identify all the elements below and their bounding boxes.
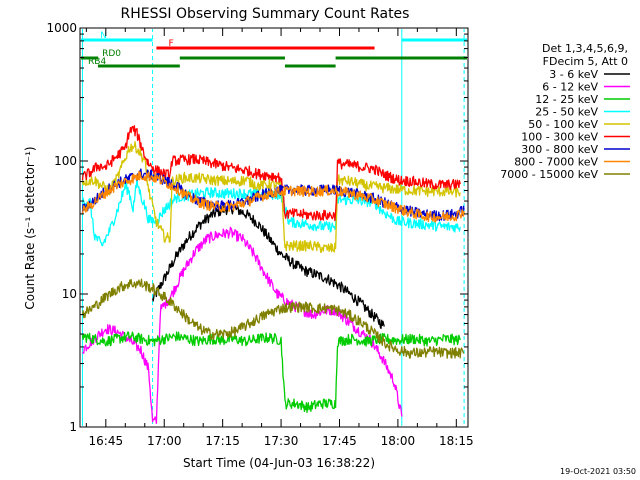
legend-label-300-800-kev: 300 - 800 keV (521, 143, 598, 156)
timestamp: 19-Oct-2021 03:50 (560, 467, 636, 476)
x-tick-label: 17:30 (264, 434, 299, 448)
series-line-50-100-kev (81, 141, 461, 253)
x-axis-label: Start Time (04-Jun-03 16:38:22) (183, 456, 375, 470)
y-tick-label: 1 (69, 420, 77, 434)
legend-label-100-300-kev: 100 - 300 keV (521, 131, 598, 144)
legend-header-line: FDecim 5, Att 0 (543, 55, 628, 68)
legend-label-800-7000-kev: 800 - 7000 keV (514, 156, 598, 169)
chart-title: RHESSI Observing Summary Count Rates (121, 6, 410, 22)
series-line-100-300-kev (81, 125, 461, 222)
x-tick-label: 18:15 (439, 434, 474, 448)
plot-frame (79, 27, 469, 428)
y-tick-label: 1000 (46, 21, 77, 35)
legend-label-6-12-kev: 6 - 12 keV (542, 81, 598, 94)
x-tick-label: 17:15 (205, 434, 240, 448)
flag-label-f: F (168, 39, 173, 49)
legend-label-7000-15000-kev: 7000 - 15000 keV (500, 168, 598, 181)
series-line-800-7000-kev (81, 170, 465, 223)
x-tick-label: 18:00 (381, 434, 416, 448)
legend-label-25-50-kev: 25 - 50 keV (535, 106, 598, 119)
y-tick-label: 100 (54, 154, 77, 168)
legend-label-12-25-kev: 12 - 25 keV (535, 93, 598, 106)
x-tick-label: 16:45 (89, 434, 124, 448)
y-tick-label: 10 (62, 287, 77, 301)
series-line-7000-15000-kev (81, 278, 465, 359)
series-line-3-6-kev (151, 202, 385, 330)
legend-header-line: Det 1,3,4,5,6,9, (542, 42, 628, 55)
series-line-12-25-kev (81, 331, 461, 414)
x-tick-label: 17:00 (147, 434, 182, 448)
legend-label-50-100-kev: 50 - 100 keV (528, 118, 598, 131)
x-tick-label: 17:45 (322, 434, 357, 448)
flag-label-rb4: RB4 (88, 57, 106, 67)
flag-label-n: N (100, 31, 107, 41)
legend-label-3-6-kev: 3 - 6 keV (549, 68, 598, 81)
flag-label-rd0: RD0 (102, 49, 121, 59)
y-axis-label: Count Rate (s⁻¹ detector⁻¹) (23, 146, 37, 309)
